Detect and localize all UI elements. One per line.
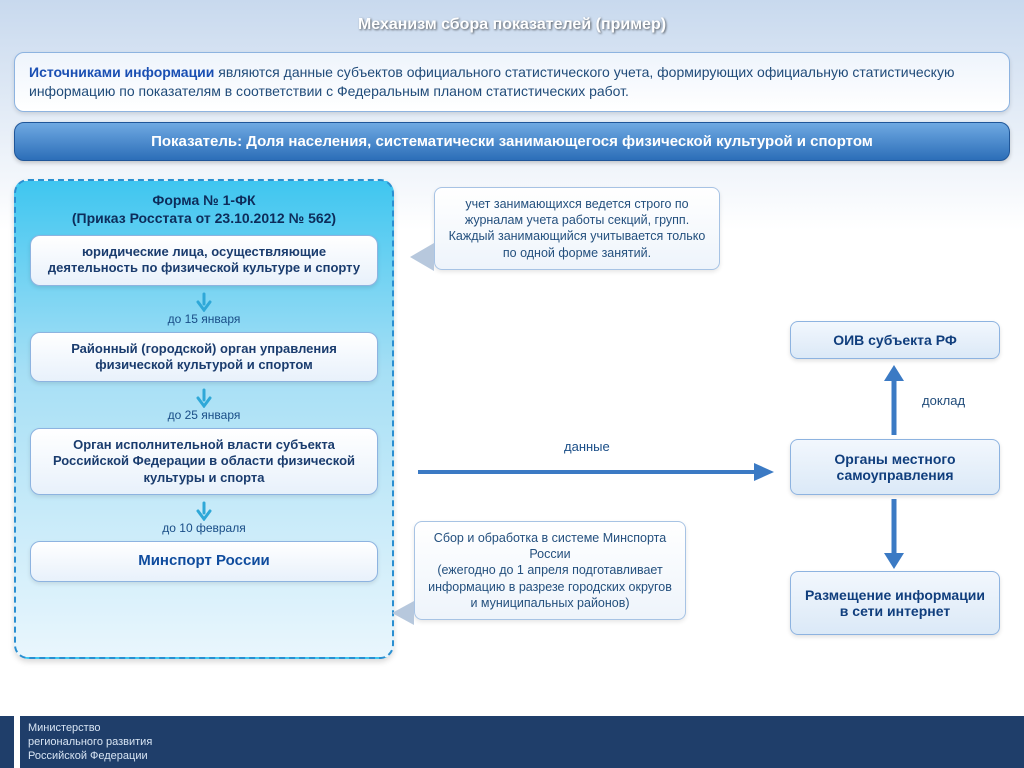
flow-step-final: Минспорт России — [30, 541, 378, 582]
down-arrow-icon — [192, 501, 216, 521]
form-panel: Форма № 1-ФК (Приказ Росстата от 23.10.2… — [14, 179, 394, 659]
down-arrow-icon — [880, 497, 908, 571]
flow-step-2: Районный (городской) орган управления фи… — [30, 332, 378, 383]
box-local-gov: Органы местного самоуправления — [790, 439, 1000, 495]
data-label: данные — [564, 439, 610, 454]
form-header-l1: Форма № 1-ФК — [26, 191, 382, 209]
footer-accent-bar — [14, 716, 20, 768]
footer-text: Министерство регионального развития Росс… — [28, 722, 996, 763]
flow-step-1: юридические лица, осуществляющие деятель… — [30, 235, 378, 286]
info-accent: Источниками информации — [29, 64, 214, 80]
info-card: Источниками информации являются данные с… — [14, 52, 1010, 112]
callout-pointer-icon — [410, 243, 434, 271]
right-arrow-icon — [414, 459, 774, 485]
flow-date-2: до 25 января — [26, 408, 382, 422]
note-top: учет занимающихся ведется строго по журн… — [434, 187, 720, 270]
note-bottom: Сбор и обработка в системе Минспорта Рос… — [414, 521, 686, 620]
page-title: Механизм сбора показателей (пример) — [0, 0, 1024, 44]
data-arrow — [414, 459, 774, 485]
report-label: доклад — [922, 393, 965, 408]
box-internet: Размещение информации в сети интернет — [790, 571, 1000, 635]
form-header-l2: (Приказ Росстата от 23.10.2012 № 562) — [26, 209, 382, 227]
flow-date-3: до 10 февраля — [26, 521, 382, 535]
diagram-area: Форма № 1-ФК (Приказ Росстата от 23.10.2… — [0, 171, 1024, 691]
box-oiv: ОИВ субъекта РФ — [790, 321, 1000, 359]
flow-step-3: Орган исполнительной власти субъекта Рос… — [30, 428, 378, 495]
form-header: Форма № 1-ФК (Приказ Росстата от 23.10.2… — [26, 191, 382, 227]
footer: Министерство регионального развития Росс… — [0, 716, 1024, 768]
flow-date-1: до 15 января — [26, 312, 382, 326]
up-arrow-icon — [880, 363, 908, 439]
indicator-bar: Показатель: Доля населения, систематичес… — [14, 122, 1010, 161]
callout-pointer-icon — [392, 601, 414, 625]
down-arrow-icon — [192, 388, 216, 408]
down-arrow-icon — [192, 292, 216, 312]
